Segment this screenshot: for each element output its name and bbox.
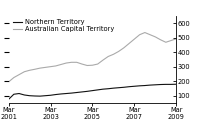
Australian Capital Territory: [60, 64, 62, 65]
Australian Capital Territory: [96, 63, 99, 65]
Australian Capital Territory: [117, 51, 120, 52]
Australian Capital Territory: [170, 40, 172, 41]
Australian Capital Territory: [149, 34, 151, 36]
Australian Capital Territory: [138, 34, 141, 36]
Australian Capital Territory: [34, 69, 36, 70]
Northern Territory: [128, 86, 131, 88]
Northern Territory: [34, 95, 36, 97]
Australian Capital Territory: [75, 62, 78, 63]
Northern Territory: [133, 86, 136, 87]
Australian Capital Territory: [144, 32, 146, 33]
Australian Capital Territory: [65, 62, 68, 64]
Australian Capital Territory: [70, 62, 73, 63]
Australian Capital Territory: [159, 39, 162, 41]
Northern Territory: [65, 93, 68, 94]
Northern Territory: [112, 87, 115, 89]
Australian Capital Territory: [12, 77, 15, 78]
Northern Territory: [86, 91, 89, 92]
Australian Capital Territory: [128, 43, 131, 44]
Australian Capital Territory: [44, 67, 47, 68]
Australian Capital Territory: [39, 67, 41, 69]
Australian Capital Territory: [81, 63, 83, 65]
Northern Territory: [44, 95, 47, 96]
Northern Territory: [144, 85, 146, 86]
Australian Capital Territory: [102, 59, 104, 61]
Line: Australian Capital Territory: Australian Capital Territory: [9, 32, 176, 82]
Northern Territory: [123, 86, 125, 88]
Northern Territory: [28, 95, 31, 96]
Northern Territory: [7, 98, 10, 100]
Australian Capital Territory: [154, 36, 157, 38]
Northern Territory: [12, 93, 15, 95]
Northern Territory: [60, 93, 62, 95]
Northern Territory: [149, 84, 151, 86]
Northern Territory: [154, 84, 157, 86]
Northern Territory: [81, 91, 83, 93]
Australian Capital Territory: [123, 47, 125, 49]
Northern Territory: [107, 88, 109, 89]
Australian Capital Territory: [175, 38, 178, 40]
Australian Capital Territory: [7, 81, 10, 83]
Northern Territory: [75, 92, 78, 93]
Northern Territory: [102, 88, 104, 90]
Australian Capital Territory: [164, 41, 167, 43]
Australian Capital Territory: [91, 64, 94, 66]
Australian Capital Territory: [49, 66, 52, 67]
Northern Territory: [117, 87, 120, 88]
Australian Capital Territory: [54, 65, 57, 67]
Northern Territory: [164, 84, 167, 85]
Northern Territory: [138, 85, 141, 87]
Northern Territory: [54, 94, 57, 95]
Australian Capital Territory: [112, 54, 115, 55]
Australian Capital Territory: [23, 71, 26, 73]
Australian Capital Territory: [86, 65, 89, 66]
Australian Capital Territory: [18, 74, 20, 76]
Northern Territory: [175, 83, 178, 85]
Legend: Northern Territory, Australian Capital Territory: Northern Territory, Australian Capital T…: [12, 18, 115, 33]
Northern Territory: [91, 90, 94, 91]
Northern Territory: [96, 89, 99, 91]
Northern Territory: [70, 92, 73, 94]
Australian Capital Territory: [28, 69, 31, 71]
Australian Capital Territory: [107, 56, 109, 57]
Northern Territory: [159, 84, 162, 85]
Northern Territory: [39, 95, 41, 97]
Australian Capital Territory: [133, 38, 136, 40]
Northern Territory: [18, 93, 20, 94]
Northern Territory: [23, 94, 26, 96]
Northern Territory: [49, 95, 52, 96]
Line: Northern Territory: Northern Territory: [9, 84, 176, 99]
Northern Territory: [170, 84, 172, 85]
